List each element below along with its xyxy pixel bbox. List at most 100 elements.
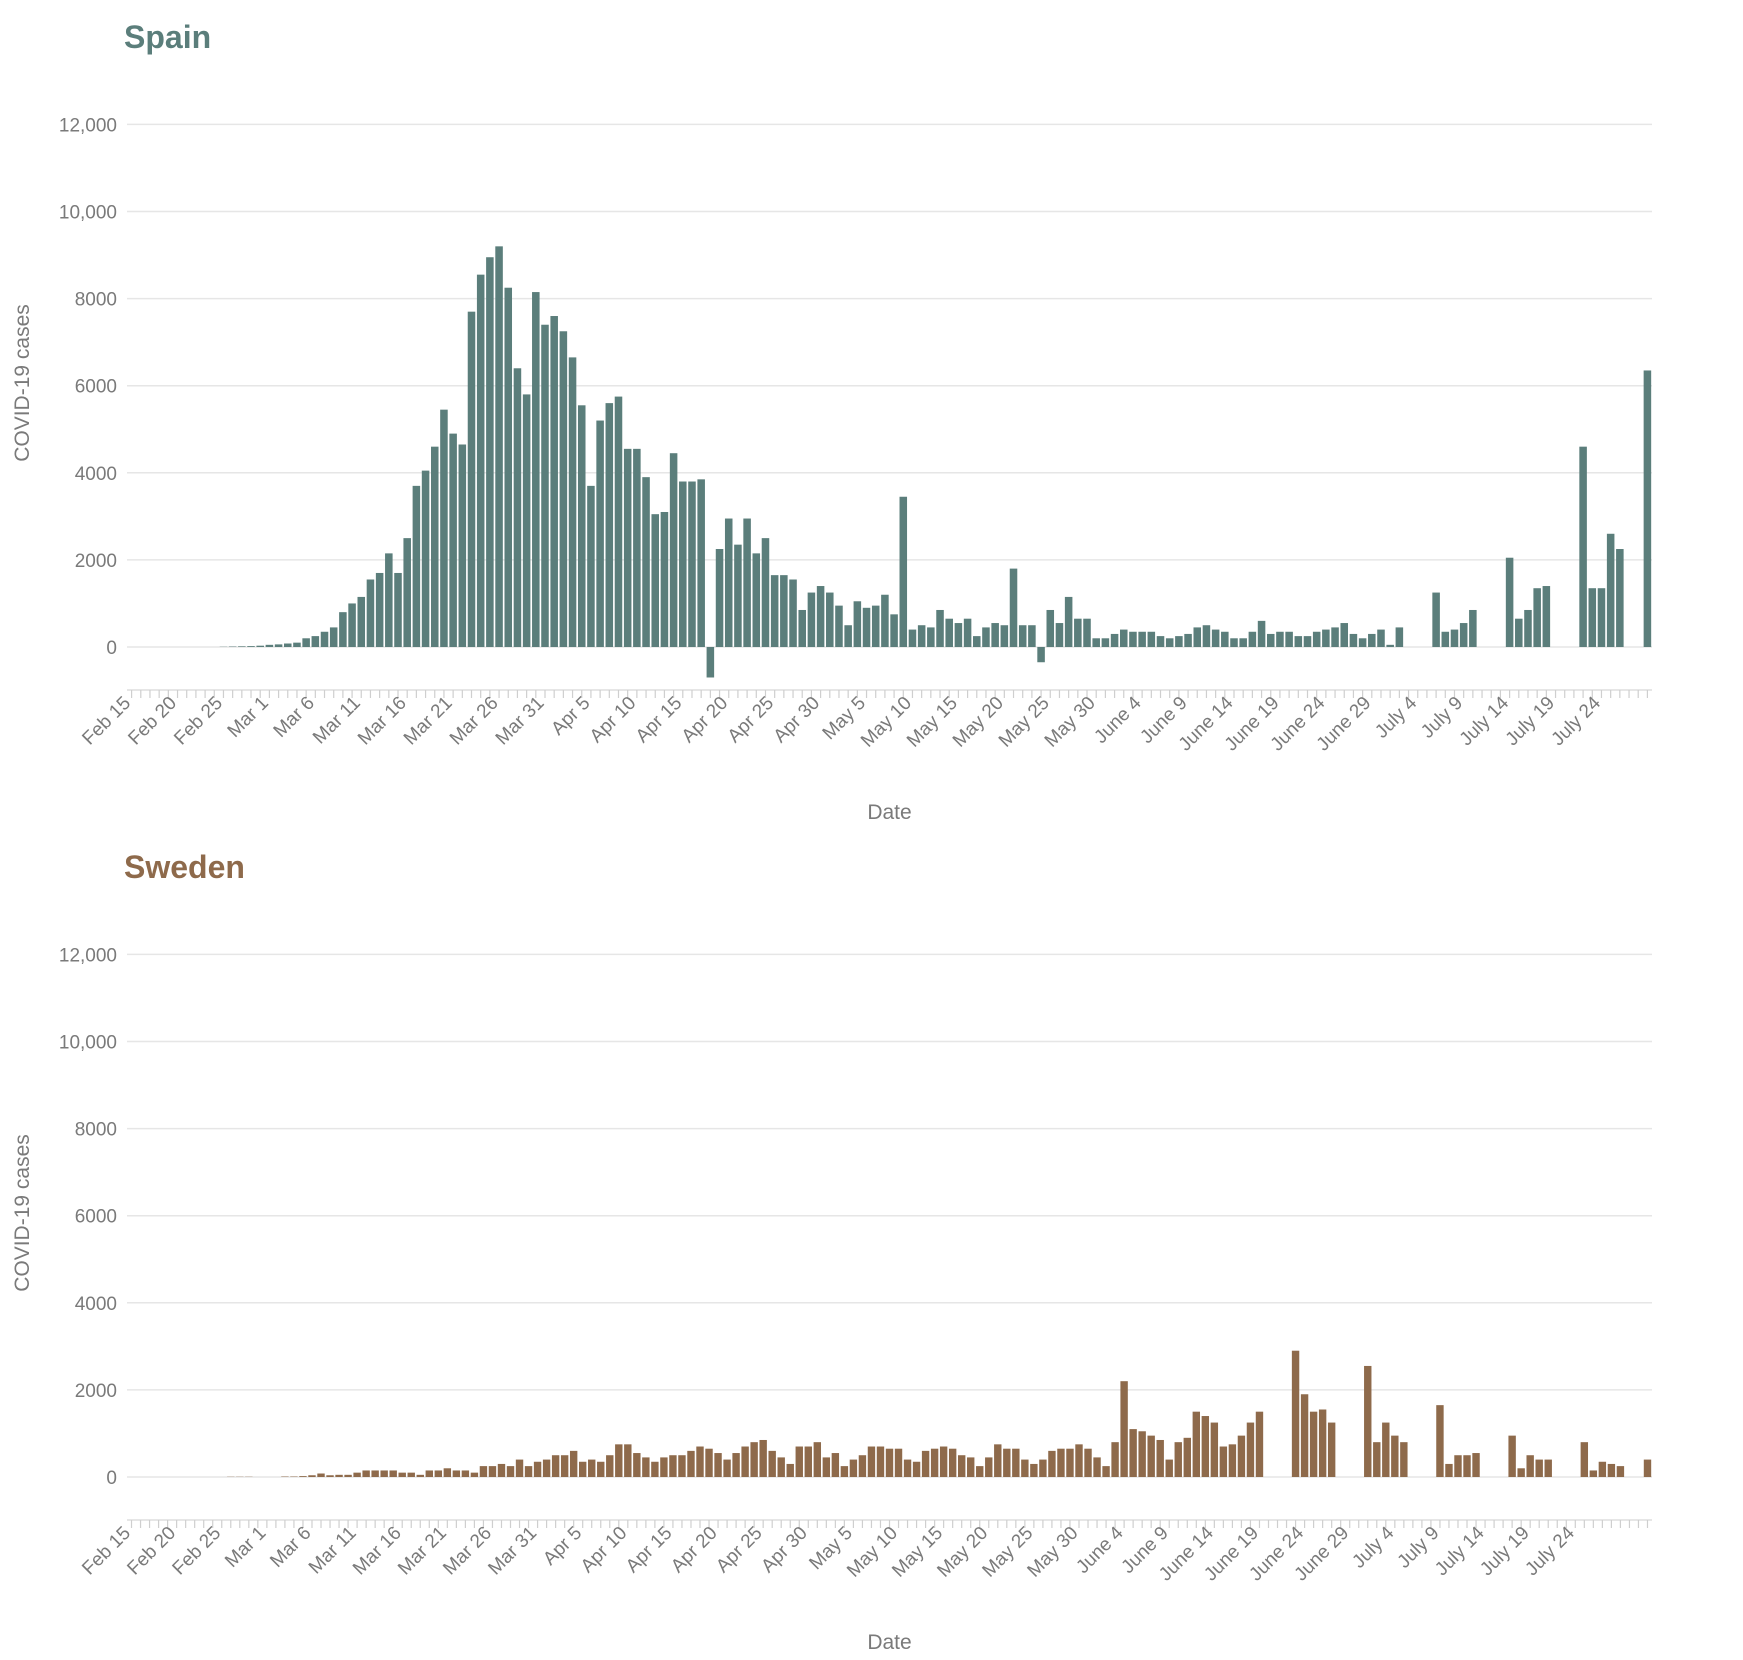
- bar: [982, 627, 990, 647]
- bar: [895, 1449, 902, 1477]
- bar: [1644, 370, 1652, 647]
- bar: [1111, 1442, 1118, 1477]
- bar: [367, 579, 375, 647]
- y-tick-label: 2000: [75, 551, 117, 572]
- x-tick-label: Mar 31: [492, 693, 549, 750]
- bar: [872, 606, 880, 647]
- bar: [642, 1457, 649, 1477]
- bar: [560, 331, 568, 647]
- x-axis-label: Date: [867, 1631, 911, 1654]
- bar: [357, 597, 365, 647]
- bar: [771, 575, 779, 647]
- bar: [1157, 636, 1165, 647]
- bar: [716, 549, 724, 647]
- x-tick-label: July 19: [1476, 1523, 1533, 1580]
- bar: [344, 1475, 351, 1477]
- bar: [1229, 1444, 1236, 1477]
- x-tick-label: July 24: [1521, 1522, 1579, 1580]
- bar: [606, 1455, 613, 1477]
- bar: [453, 1470, 460, 1477]
- bar: [1292, 1351, 1299, 1477]
- bar: [408, 1473, 415, 1477]
- bar: [1092, 638, 1100, 647]
- bar: [1120, 1381, 1127, 1477]
- x-tick-label: May 25: [995, 693, 1054, 752]
- bar: [1526, 1455, 1533, 1477]
- x-tick-label: Mar 21: [400, 693, 457, 750]
- bar: [1193, 627, 1201, 647]
- bar: [705, 1449, 712, 1477]
- bar: [1203, 625, 1211, 647]
- bar: [468, 312, 476, 647]
- bar: [1463, 1455, 1470, 1477]
- bar: [1166, 1460, 1173, 1477]
- bar: [525, 1466, 532, 1477]
- bar: [1396, 627, 1404, 647]
- x-tick-label: June 4: [1072, 1522, 1127, 1577]
- bar: [1138, 632, 1146, 647]
- x-tick-label: Feb 25: [169, 1523, 226, 1580]
- bar: [832, 1453, 839, 1477]
- bar: [967, 1457, 974, 1477]
- bar: [913, 1462, 920, 1477]
- bar: [1175, 636, 1183, 647]
- bar: [550, 316, 558, 647]
- bar: [973, 636, 981, 647]
- bar: [696, 1447, 703, 1477]
- bar: [1148, 632, 1156, 647]
- bar: [633, 1453, 640, 1477]
- bar: [1598, 588, 1606, 647]
- x-tick-label: Apr 10: [577, 1523, 631, 1577]
- bar: [624, 1444, 631, 1477]
- bar: [312, 636, 320, 647]
- bar: [1047, 610, 1055, 647]
- bar: [1391, 1436, 1398, 1477]
- bar: [1319, 1409, 1326, 1477]
- y-tick-label: 12,000: [59, 945, 117, 966]
- bar: [958, 1455, 965, 1477]
- bar: [1247, 1423, 1254, 1477]
- bar: [660, 1457, 667, 1477]
- bar: [596, 421, 604, 647]
- y-tick-label: 4000: [75, 1294, 117, 1315]
- bar: [1066, 1449, 1073, 1477]
- bar: [588, 1460, 595, 1477]
- bar: [444, 1468, 451, 1477]
- x-tick-label: Apr 20: [678, 693, 732, 747]
- bar: [247, 646, 255, 647]
- bar: [1221, 632, 1229, 647]
- y-tick-label: 8000: [75, 290, 117, 311]
- bar: [266, 645, 274, 647]
- bar: [1184, 1438, 1191, 1477]
- bar: [1030, 1464, 1037, 1477]
- x-tick-label: May 30: [1024, 1523, 1083, 1582]
- bar: [732, 1453, 739, 1477]
- bar: [1238, 1436, 1245, 1477]
- bar: [909, 630, 917, 647]
- bar: [890, 614, 898, 647]
- x-tick-label: Apr 25: [724, 693, 778, 747]
- bar: [669, 1455, 676, 1477]
- bar: [1445, 1464, 1452, 1477]
- bar: [1644, 1460, 1651, 1477]
- y-tick-label: 6000: [75, 377, 117, 398]
- bar: [1608, 1464, 1615, 1477]
- bar: [651, 1462, 658, 1477]
- x-tick-label: Feb 15: [78, 693, 135, 750]
- bar: [1304, 636, 1312, 647]
- x-tick-label: Feb 15: [78, 1523, 135, 1580]
- bar: [808, 593, 816, 647]
- x-tick-label: Apr 25: [712, 1523, 766, 1577]
- x-tick-label: Apr 10: [586, 693, 640, 747]
- bar: [1377, 630, 1385, 647]
- bar: [1230, 638, 1238, 647]
- bar: [385, 553, 393, 647]
- bar: [1083, 619, 1091, 647]
- bar: [1039, 1460, 1046, 1477]
- bar: [435, 1470, 442, 1477]
- bar: [321, 632, 329, 647]
- bar: [1536, 1460, 1543, 1477]
- bar: [679, 482, 687, 647]
- bar: [725, 519, 733, 647]
